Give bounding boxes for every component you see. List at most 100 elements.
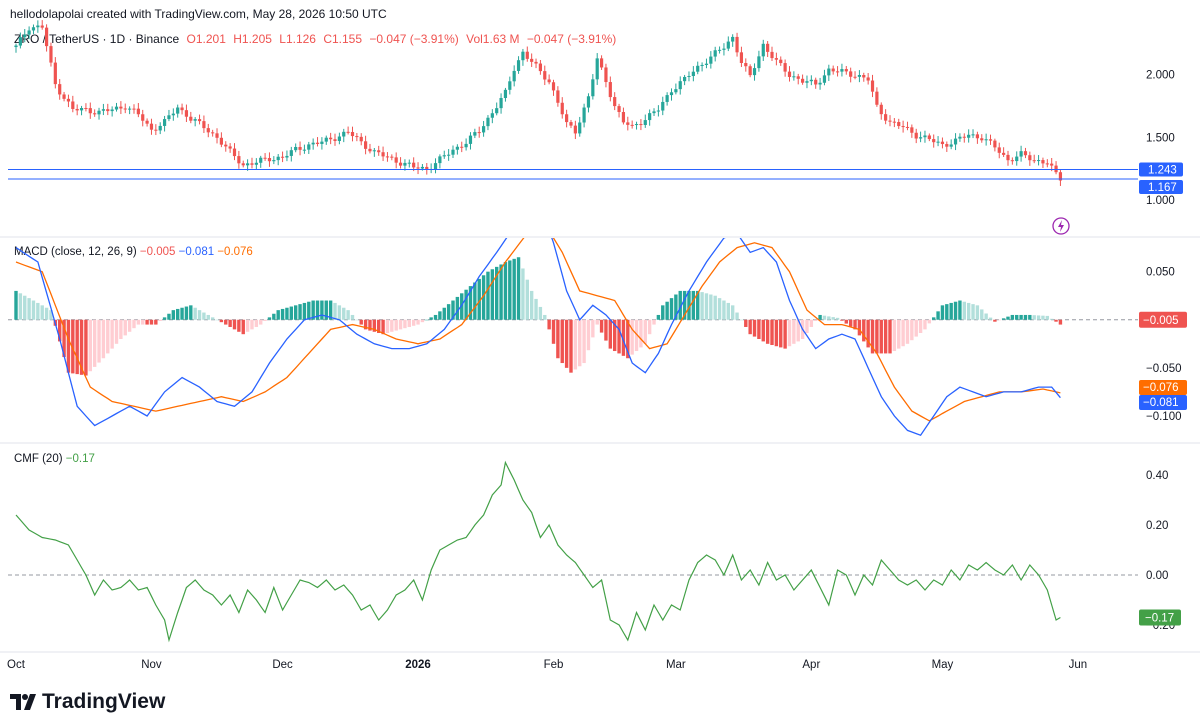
symbol-label[interactable]: ZRO / TetherUS · 1D · Binance xyxy=(14,32,180,46)
price-candle xyxy=(447,154,451,156)
macd-histogram-bar xyxy=(263,319,267,321)
price-candle xyxy=(416,167,420,169)
macd-histogram-bar xyxy=(359,319,363,325)
price-candle xyxy=(805,81,809,83)
main-legend: ZRO / TetherUS · 1D · Binance O1.201 H1.… xyxy=(14,32,620,46)
macd-histogram-bar xyxy=(700,292,704,320)
price-candle xyxy=(586,96,591,108)
price-candle xyxy=(801,78,805,83)
price-candle xyxy=(250,163,254,165)
macd-histogram-bar xyxy=(735,312,739,320)
macd-histogram-bar xyxy=(770,319,774,346)
price-candle xyxy=(665,95,669,102)
cmf-label[interactable]: CMF (20) xyxy=(14,453,63,465)
macd-label[interactable]: MACD (close, 12, 26, 9) xyxy=(14,246,137,258)
macd-histogram-bar xyxy=(355,319,359,321)
price-candle xyxy=(398,162,403,166)
price-candle xyxy=(451,149,455,155)
price-candle xyxy=(879,104,883,115)
macd-histogram-bar xyxy=(171,310,176,320)
price-candle xyxy=(241,163,245,166)
close-value: C1.155 xyxy=(323,32,363,46)
price-candle xyxy=(617,106,621,113)
price-candle xyxy=(385,156,390,158)
price-candle xyxy=(464,143,468,148)
macd-histogram-bar xyxy=(923,319,927,330)
price-candle xyxy=(350,131,355,137)
macd-histogram-bar xyxy=(250,319,254,330)
price-candle xyxy=(626,122,630,125)
macd-histogram-bar xyxy=(691,290,696,320)
macd-histogram-bar xyxy=(661,305,665,320)
price-candle xyxy=(796,76,800,79)
price-candle xyxy=(556,90,560,103)
macd-histogram-bar xyxy=(739,319,744,321)
macd-histogram-bar xyxy=(31,300,36,320)
price-axis-tick: 1.500 xyxy=(1146,132,1175,144)
price-candle xyxy=(23,34,27,38)
macd-histogram-bar xyxy=(75,319,79,375)
price-candle xyxy=(499,98,503,109)
macd-histogram-bar xyxy=(215,319,219,321)
macd-histogram-bar xyxy=(442,307,446,320)
price-candle xyxy=(884,114,888,121)
chart-canvas[interactable]: 2.000 1.500 1.000 1.243 1.167 0.050 −0.050 −0.1… xyxy=(0,0,1200,680)
macd-histogram-bar xyxy=(822,315,827,320)
price-candle xyxy=(1054,165,1058,173)
macd-histogram-bar xyxy=(97,319,101,363)
price-candle xyxy=(320,141,324,144)
macd-histogram-bar xyxy=(993,319,997,322)
macd-histogram-bar xyxy=(149,319,154,325)
price-candle xyxy=(14,45,18,48)
macd-signal-line xyxy=(15,238,1061,422)
price-candle xyxy=(71,101,75,109)
price-candle xyxy=(315,142,320,144)
price-candle xyxy=(792,76,796,78)
macd-histogram-bar xyxy=(975,305,980,320)
macd-histogram-bar xyxy=(1010,314,1015,320)
price-candle xyxy=(1015,156,1019,162)
price-candle xyxy=(914,132,918,139)
price-candle xyxy=(599,58,604,68)
price-candle xyxy=(473,132,477,136)
macd-histogram-bar xyxy=(521,268,525,320)
macd-histogram-bar xyxy=(481,275,486,320)
price-candle xyxy=(691,71,695,77)
cmf-axis-tick: 0.00 xyxy=(1146,570,1168,582)
level-label-box xyxy=(1139,179,1183,194)
macd-histogram-bar xyxy=(626,319,630,359)
macd-axis-tick: 0.050 xyxy=(1146,267,1175,279)
price-candle xyxy=(521,51,525,61)
price-candle xyxy=(844,69,848,72)
price-candle xyxy=(342,131,346,137)
price-candle xyxy=(425,166,429,170)
macd-histogram-bar xyxy=(398,319,403,330)
macd-histogram-bar xyxy=(141,319,145,325)
macd-histogram-bar xyxy=(897,319,901,349)
price-candle xyxy=(206,128,210,133)
macd-histogram-bar xyxy=(127,319,132,332)
price-candle xyxy=(302,149,307,151)
price-candle xyxy=(613,97,617,107)
macd-histogram-bar xyxy=(259,319,263,325)
price-candle xyxy=(66,98,71,102)
price-candle xyxy=(735,36,739,53)
price-candle xyxy=(560,102,564,115)
price-candle xyxy=(171,113,175,116)
macd-histogram-bar xyxy=(932,317,936,320)
macd-histogram-bar xyxy=(538,306,543,320)
macd-histogram-bar xyxy=(40,305,44,320)
price-candle xyxy=(246,163,250,166)
price-candle xyxy=(93,113,97,115)
time-axis-label: Oct xyxy=(7,659,26,671)
price-candle xyxy=(79,108,84,111)
macd-histogram-bar xyxy=(722,300,726,320)
macd-histogram-bar xyxy=(110,319,114,349)
macd-histogram-bar xyxy=(621,319,626,356)
price-candle xyxy=(136,108,140,115)
price-candle xyxy=(534,61,538,64)
macd-histogram-bar xyxy=(853,319,857,330)
macd-histogram-bar xyxy=(206,314,210,320)
macd-histogram-bar xyxy=(674,294,678,320)
macd-legend: MACD (close, 12, 26, 9) −0.005 −0.081 −0… xyxy=(14,246,253,258)
